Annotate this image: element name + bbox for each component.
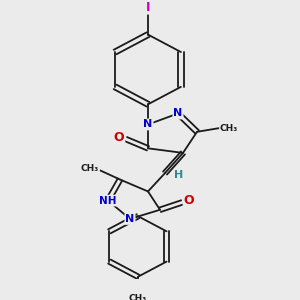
Text: CH₃: CH₃ <box>81 164 99 173</box>
Text: N: N <box>173 109 183 118</box>
Text: CH₃: CH₃ <box>129 294 147 300</box>
Text: O: O <box>114 131 124 144</box>
Text: O: O <box>184 194 194 207</box>
Text: N: N <box>125 214 135 224</box>
Text: CH₃: CH₃ <box>220 124 238 133</box>
Text: N: N <box>143 119 153 130</box>
Text: H: H <box>174 170 184 180</box>
Text: I: I <box>146 1 150 13</box>
Text: NH: NH <box>99 196 117 206</box>
